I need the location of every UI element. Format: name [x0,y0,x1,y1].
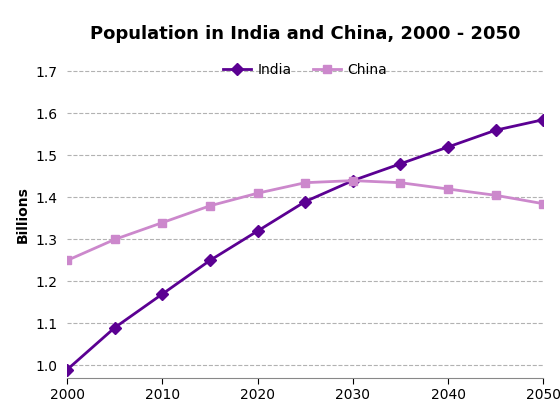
China [349,178,356,183]
Line: India: India [63,116,547,374]
India [397,161,404,166]
China [111,237,118,242]
China [302,180,309,185]
China [207,203,213,208]
India [207,258,213,263]
India [111,325,118,330]
Y-axis label: Billions: Billions [16,186,30,243]
India [492,128,499,133]
China [254,191,261,196]
China [540,201,547,206]
China [397,180,404,185]
Legend: India, China: India, China [218,58,393,82]
India [64,367,71,372]
India [302,199,309,204]
China [159,220,166,225]
India [540,117,547,122]
India [254,228,261,234]
India [445,144,451,150]
China [445,186,451,192]
Line: China: China [63,176,547,265]
China [64,258,71,263]
India [349,178,356,183]
China [492,193,499,198]
India [159,291,166,297]
Title: Population in India and China, 2000 - 2050: Population in India and China, 2000 - 20… [90,25,520,43]
